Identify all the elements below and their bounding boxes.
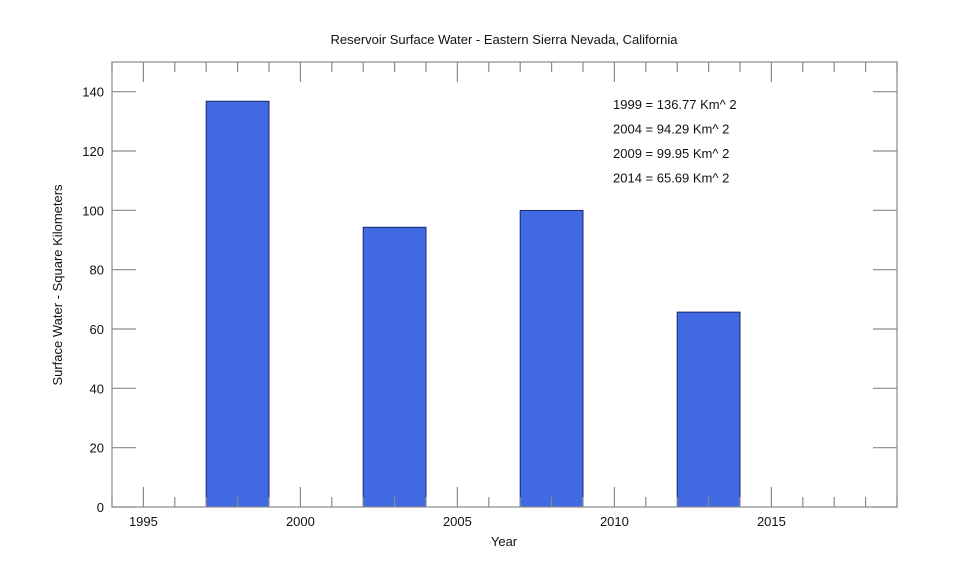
x-tick-label: 2005 — [443, 514, 472, 529]
bar-2 — [519, 209, 584, 508]
x-tick-label: 1995 — [129, 514, 158, 529]
annotation-0: 1999 = 136.77 Km^ 2 — [613, 97, 737, 112]
y-tick-label: 140 — [82, 85, 104, 100]
bar-3 — [676, 311, 741, 508]
y-tick-label: 40 — [90, 381, 104, 396]
annotation-1: 2004 = 94.29 Km^ 2 — [613, 122, 729, 137]
y-axis-label: Surface Water - Square Kilometers — [50, 184, 65, 386]
y-tick-label: 100 — [82, 203, 104, 218]
bar-0 — [205, 100, 270, 508]
bar-1 — [362, 226, 427, 508]
x-tick-label: 2010 — [600, 514, 629, 529]
x-tick-label: 2015 — [757, 514, 786, 529]
annotation-2: 2009 = 99.95 Km^ 2 — [613, 146, 729, 161]
y-tick-label: 80 — [90, 263, 104, 278]
chart-title: Reservoir Surface Water - Eastern Sierra… — [330, 32, 678, 47]
annotation-3: 2014 = 65.69 Km^ 2 — [613, 171, 729, 186]
y-tick-label: 60 — [90, 322, 104, 337]
y-tick-label: 20 — [90, 441, 104, 456]
y-tick-label: 0 — [97, 500, 104, 515]
x-tick-label: 2000 — [286, 514, 315, 529]
y-tick-label: 120 — [82, 144, 104, 159]
x-axis-label: Year — [491, 534, 518, 549]
plot-frame — [111, 61, 898, 508]
